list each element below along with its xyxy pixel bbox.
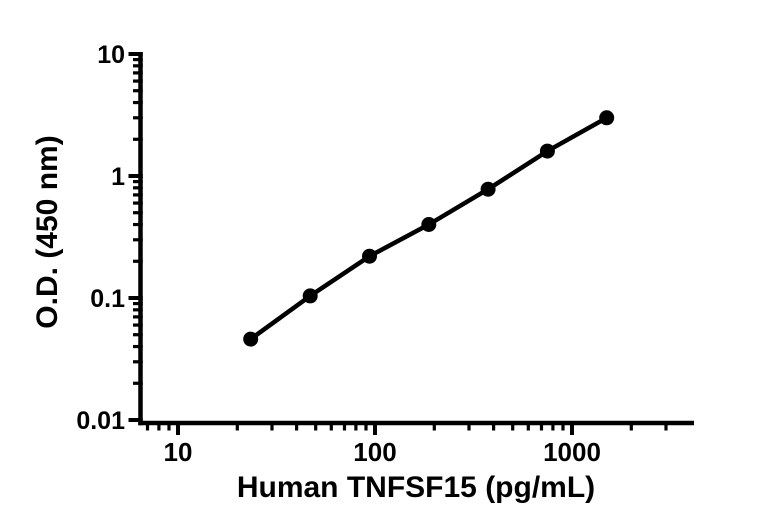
x-axis-title: Human TNFSF15 (pg/mL) bbox=[236, 471, 596, 504]
data-point bbox=[480, 181, 496, 197]
y-tick-label: 0.1 bbox=[90, 285, 125, 313]
y-tick-label: 0.01 bbox=[76, 407, 125, 435]
y-axis-title: O.D. (450 nm) bbox=[31, 135, 64, 329]
data-point bbox=[362, 248, 377, 264]
y-tick-label: 1 bbox=[111, 163, 125, 191]
data-point bbox=[539, 143, 555, 159]
x-tick-label: 1000 bbox=[543, 437, 601, 467]
y-tick-label: 10 bbox=[97, 41, 125, 69]
x-tick-label: 100 bbox=[353, 437, 396, 467]
x-tick-label: 10 bbox=[164, 437, 193, 467]
data-point bbox=[599, 110, 615, 126]
data-point bbox=[243, 331, 259, 347]
data-point bbox=[421, 217, 437, 232]
data-point bbox=[302, 288, 318, 304]
